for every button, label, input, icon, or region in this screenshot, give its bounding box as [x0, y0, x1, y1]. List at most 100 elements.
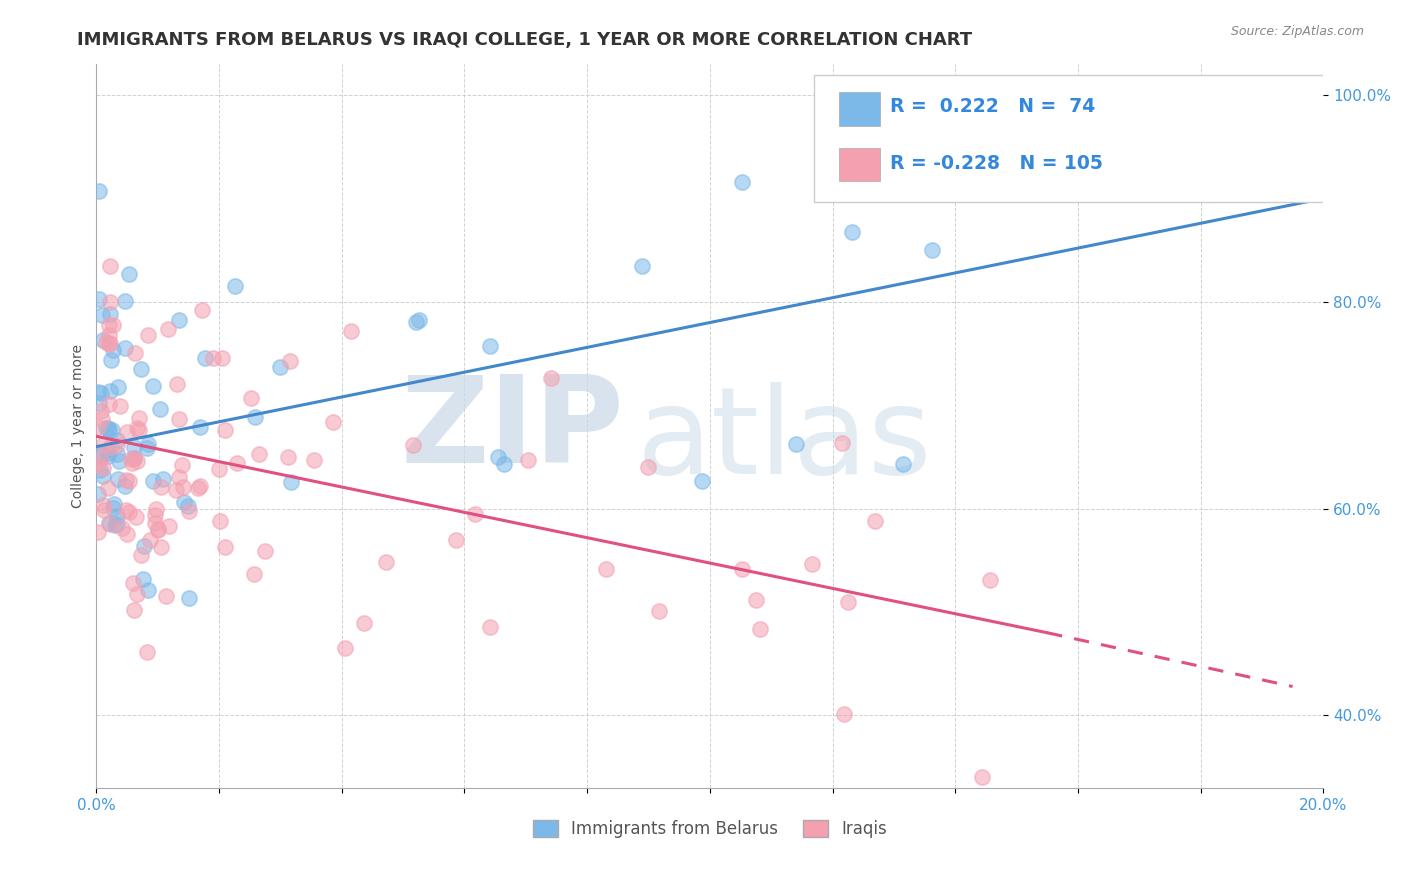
- Point: [155, 589, 177, 603]
- Point: [136, 645, 159, 659]
- Point: [832, 707, 855, 722]
- Point: [745, 592, 768, 607]
- Text: R =  0.222   N =  74: R = 0.222 N = 74: [890, 97, 1095, 116]
- Point: [111, 521, 134, 535]
- Point: [87, 384, 110, 399]
- Point: [115, 527, 138, 541]
- Point: [93, 503, 115, 517]
- Point: [125, 587, 148, 601]
- Point: [125, 421, 148, 435]
- Point: [402, 438, 425, 452]
- Point: [142, 474, 165, 488]
- Point: [177, 591, 200, 606]
- Point: [243, 410, 266, 425]
- Point: [167, 313, 190, 327]
- Point: [122, 451, 145, 466]
- Point: [921, 244, 943, 258]
- Point: [408, 312, 430, 326]
- Point: [87, 487, 110, 501]
- Text: Source: ZipAtlas.com: Source: ZipAtlas.com: [1230, 25, 1364, 38]
- Point: [125, 509, 148, 524]
- Point: [486, 450, 509, 464]
- Point: [648, 604, 671, 618]
- Point: [97, 421, 120, 435]
- Point: [101, 343, 124, 357]
- Text: R = -0.228   N = 105: R = -0.228 N = 105: [890, 153, 1104, 173]
- Point: [166, 376, 188, 391]
- Point: [87, 420, 110, 434]
- Point: [841, 225, 863, 239]
- Point: [302, 453, 325, 467]
- Point: [98, 516, 121, 530]
- Point: [93, 333, 115, 347]
- Text: IMMIGRANTS FROM BELARUS VS IRAQI COLLEGE, 1 YEAR OR MORE CORRELATION CHART: IMMIGRANTS FROM BELARUS VS IRAQI COLLEGE…: [77, 31, 973, 49]
- Point: [207, 462, 229, 476]
- Point: [444, 533, 467, 548]
- Point: [98, 337, 121, 351]
- Point: [118, 505, 141, 519]
- Point: [87, 458, 110, 472]
- Point: [478, 339, 501, 353]
- Point: [100, 352, 122, 367]
- Point: [211, 351, 233, 365]
- Point: [105, 447, 128, 461]
- Point: [107, 472, 129, 486]
- Point: [637, 460, 659, 475]
- Point: [93, 437, 115, 451]
- Point: [139, 533, 162, 548]
- Point: [375, 555, 398, 569]
- Point: [108, 399, 131, 413]
- Point: [114, 293, 136, 308]
- Point: [91, 308, 114, 322]
- Point: [107, 380, 129, 394]
- Point: [165, 483, 187, 498]
- Point: [891, 457, 914, 471]
- Point: [149, 401, 172, 416]
- Point: [150, 480, 173, 494]
- Point: [247, 447, 270, 461]
- Point: [731, 175, 754, 189]
- Point: [173, 495, 195, 509]
- Point: [464, 507, 486, 521]
- Point: [105, 517, 128, 532]
- Point: [128, 411, 150, 425]
- Point: [134, 539, 156, 553]
- Point: [156, 322, 179, 336]
- Point: [188, 479, 211, 493]
- Point: [630, 259, 652, 273]
- Point: [98, 440, 121, 454]
- Point: [96, 421, 118, 435]
- Point: [105, 508, 128, 523]
- Point: [333, 640, 356, 655]
- Point: [98, 384, 121, 398]
- Point: [115, 425, 138, 440]
- Point: [280, 475, 302, 489]
- Text: ZIP: ZIP: [401, 371, 624, 488]
- Point: [152, 472, 174, 486]
- Point: [979, 573, 1001, 587]
- FancyBboxPatch shape: [838, 92, 880, 126]
- Point: [124, 440, 146, 454]
- Point: [148, 523, 170, 537]
- Point: [90, 412, 112, 426]
- Point: [187, 481, 209, 495]
- Point: [124, 346, 146, 360]
- Point: [136, 327, 159, 342]
- Point: [91, 469, 114, 483]
- Point: [277, 450, 299, 464]
- Point: [98, 327, 121, 342]
- Point: [125, 454, 148, 468]
- Point: [104, 518, 127, 533]
- Point: [87, 395, 110, 409]
- Point: [170, 458, 193, 472]
- Point: [136, 436, 159, 450]
- Point: [167, 411, 190, 425]
- Point: [214, 424, 236, 438]
- Point: [785, 436, 807, 450]
- Point: [91, 460, 114, 475]
- Point: [96, 445, 118, 459]
- Y-axis label: College, 1 year or more: College, 1 year or more: [72, 344, 86, 508]
- Point: [243, 567, 266, 582]
- Point: [191, 302, 214, 317]
- Point: [118, 475, 141, 489]
